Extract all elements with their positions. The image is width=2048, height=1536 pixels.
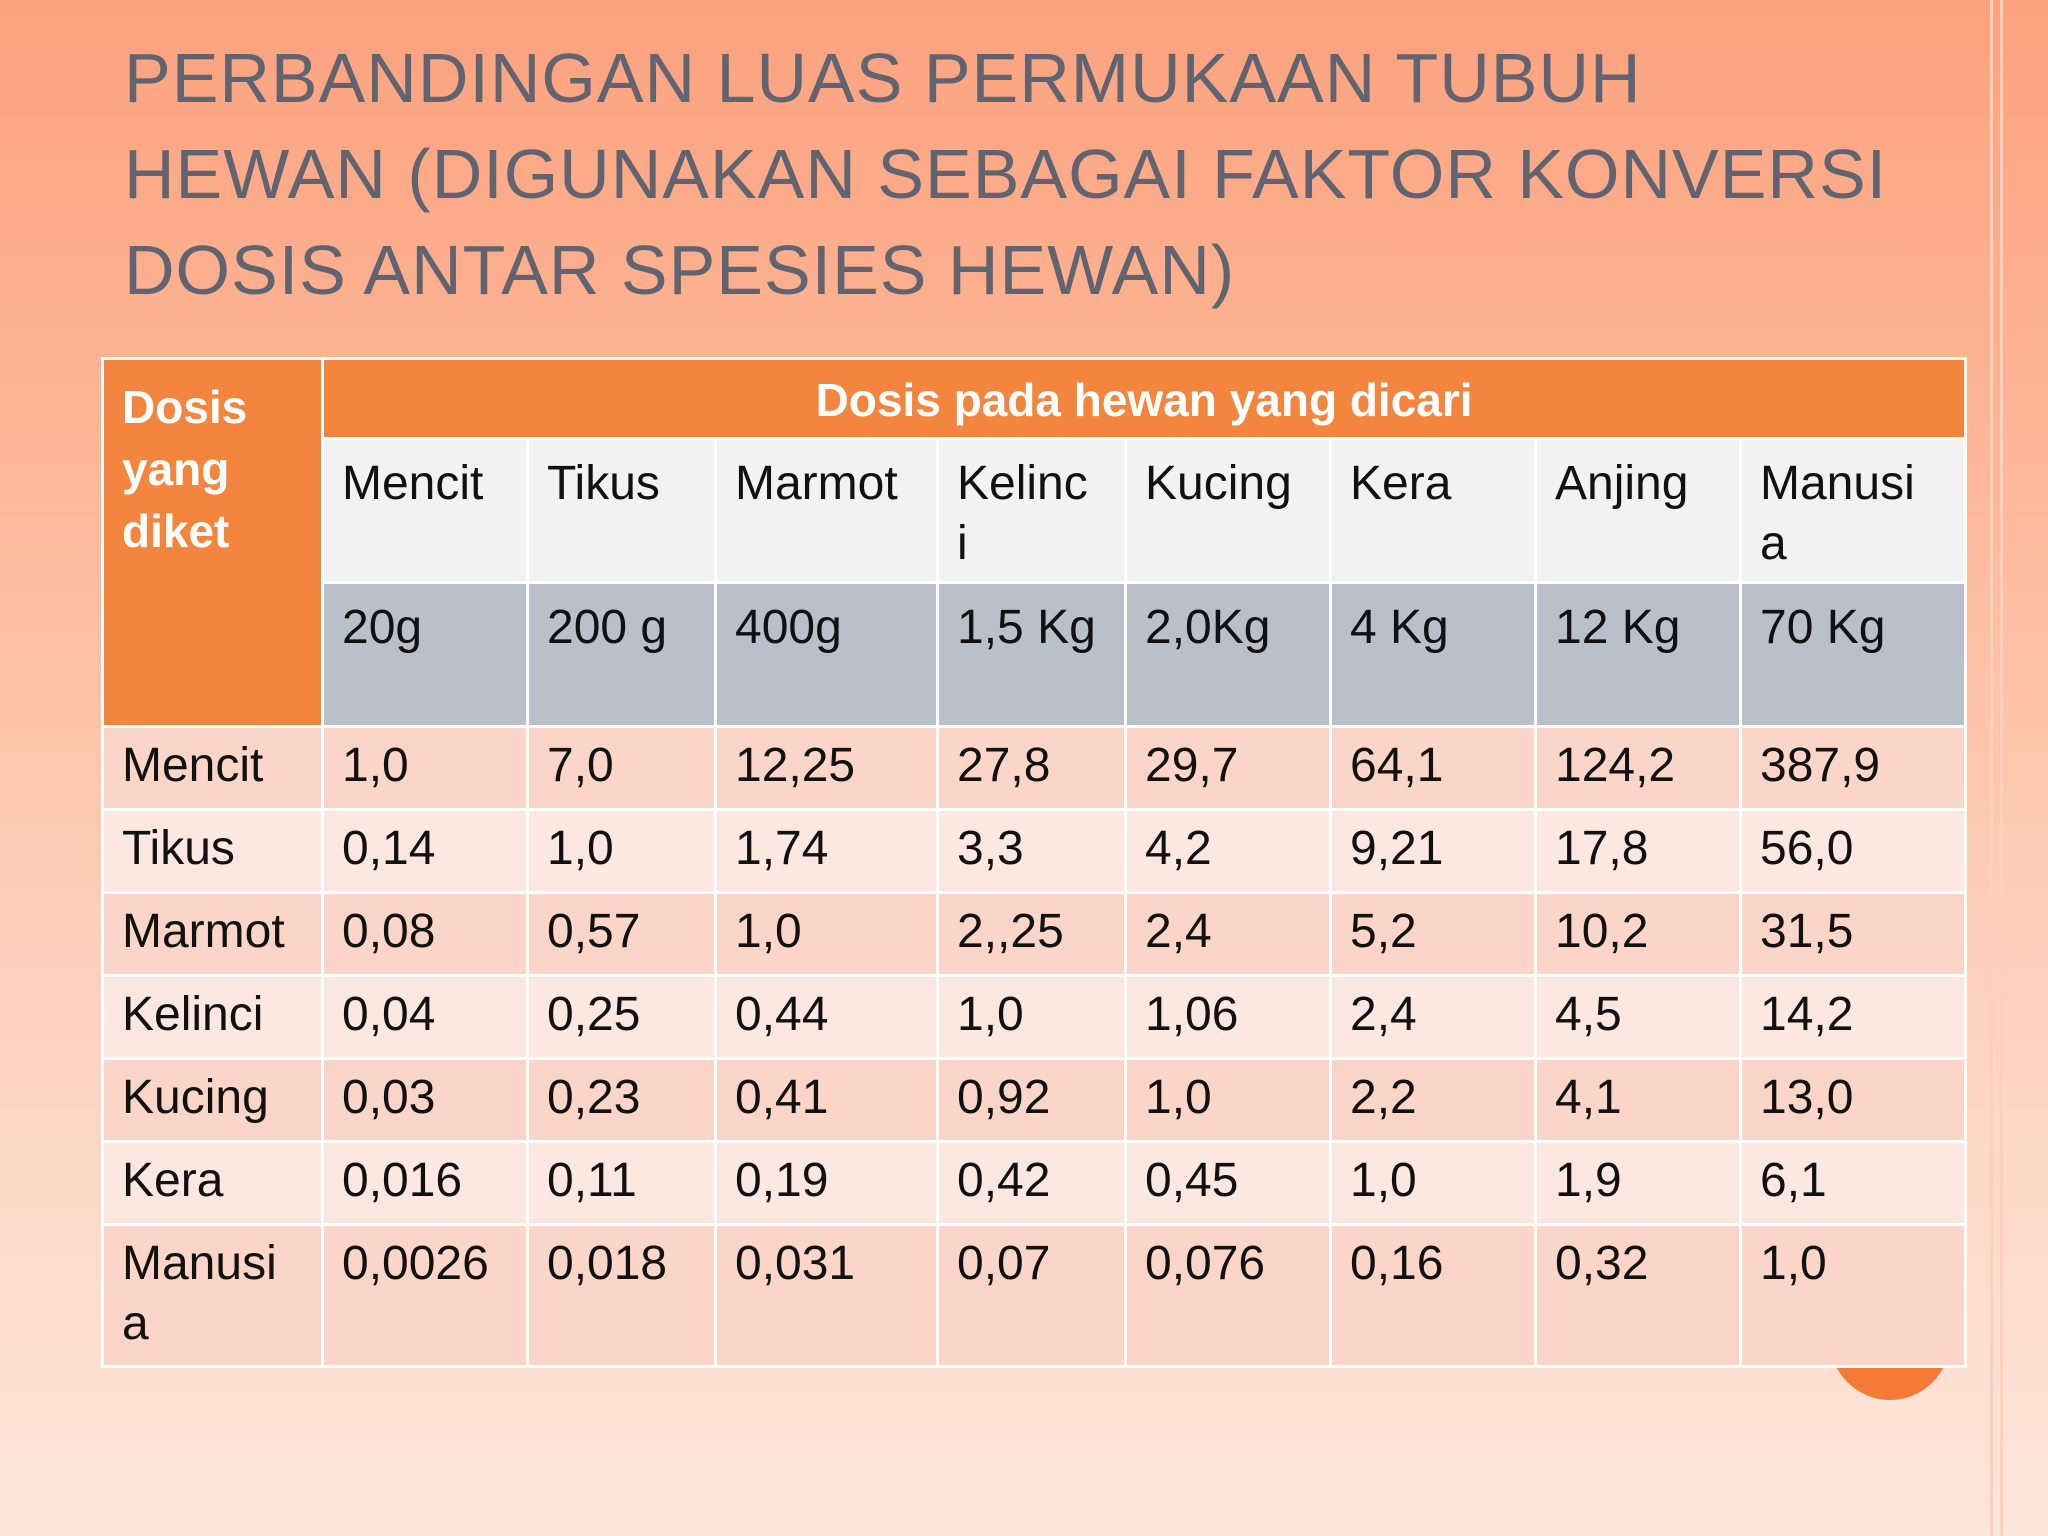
species-header-cell: Mencit [321,437,529,584]
table-row: Kera 0,016 0,11 0,19 0,42 0,45 1,0 1,9 6… [101,1140,1968,1226]
slide-title-line: Perbandingan luas permukaan tubuh [124,39,1642,117]
weight-header-cell: 200 g [526,581,717,728]
table-cell: 1,06 [1124,974,1332,1060]
table-cell: 0,076 [1124,1223,1332,1368]
table-row: Mencit 1,0 7,0 12,25 27,8 29,7 64,1 124,… [101,725,1968,811]
table-cell: 387,9 [1738,725,1968,811]
table-cell: 1,0 [321,725,529,811]
table-cell: 0,92 [936,1057,1127,1143]
species-header-cell: Marmot [714,437,939,584]
table-cell: 0,016 [321,1140,529,1226]
table-cell: 1,9 [1534,1140,1742,1226]
decorative-line-left [1990,0,1993,1536]
species-header-cell: Manusi a [1738,437,1968,584]
table-cell: 1,74 [714,808,939,894]
table-row: Manusi a 0,0026 0,018 0,031 0,07 0,076 0… [101,1223,1968,1368]
table-cell: 6,1 [1738,1140,1968,1226]
table-cell: 31,5 [1738,891,1968,977]
row-label-cell: Kera [101,1140,324,1226]
table-cell: 1,0 [936,974,1127,1060]
table-cell: 29,7 [1124,725,1332,811]
table-cell: 0,14 [321,808,529,894]
weight-header-cell: 2,0Kg [1124,581,1332,728]
table-cell: 0,16 [1329,1223,1537,1368]
corner-header-cell: Dosis yang diket [101,357,324,728]
species-header-cell: Kelinc i [936,437,1127,584]
weight-header-cell: 70 Kg [1738,581,1968,728]
row-label-cell: Kelinci [101,974,324,1060]
table-cell: 1,0 [1329,1140,1537,1226]
table-cell: 0,08 [321,891,529,977]
table-cell: 1,0 [1738,1223,1968,1368]
table-cell: 0,19 [714,1140,939,1226]
table-cell: 12,25 [714,725,939,811]
table-cell: 4,2 [1124,808,1332,894]
table-cell: 0,41 [714,1057,939,1143]
table-cell: 56,0 [1738,808,1968,894]
slide-title-line: dosis antar spesies hewan) [124,231,1236,309]
table-cell: 64,1 [1329,725,1537,811]
dose-conversion-table: Dosis yang diket Dosis pada hewan yang d… [101,357,1968,1368]
table-cell: 3,3 [936,808,1127,894]
species-header-cell: Kera [1329,437,1537,584]
table-cell: 0,45 [1124,1140,1332,1226]
table-cell: 2,4 [1329,974,1537,1060]
table-cell: 0,57 [526,891,717,977]
table-cell: 7,0 [526,725,717,811]
species-header-cell: Tikus [526,437,717,584]
table-cell: 1,0 [1124,1057,1332,1143]
weight-header-cell: 20g [321,581,529,728]
row-label-cell: Kucing [101,1057,324,1143]
table-row: Tikus 0,14 1,0 1,74 3,3 4,2 9,21 17,8 56… [101,808,1968,894]
table-cell: 1,0 [526,808,717,894]
table-cell: 27,8 [936,725,1127,811]
weight-header-cell: 12 Kg [1534,581,1742,728]
species-header-cell: Anjing [1534,437,1742,584]
table-cell: 0,07 [936,1223,1127,1368]
table-cell: 0,031 [714,1223,939,1368]
table-cell: 9,21 [1329,808,1537,894]
row-label-cell: Marmot [101,891,324,977]
table-cell: 0,32 [1534,1223,1742,1368]
table-cell: 17,8 [1534,808,1742,894]
table-cell: 13,0 [1738,1057,1968,1143]
table-cell: 14,2 [1738,974,1968,1060]
table-cell: 5,2 [1329,891,1537,977]
weight-header-cell: 1,5 Kg [936,581,1127,728]
table-cell: 0,23 [526,1057,717,1143]
table-cell: 0,11 [526,1140,717,1226]
table-cell: 0,018 [526,1223,717,1368]
table-row: Kelinci 0,04 0,25 0,44 1,0 1,06 2,4 4,5 … [101,974,1968,1060]
table-cell: 1,0 [714,891,939,977]
weight-header-cell: 400g [714,581,939,728]
table-cell: 0,42 [936,1140,1127,1226]
table-cell: 124,2 [1534,725,1742,811]
table-cell: 2,2 [1329,1057,1537,1143]
table-cell: 2,4 [1124,891,1332,977]
species-header-cell: Kucing [1124,437,1332,584]
table-cell: 2,,25 [936,891,1127,977]
table-cell: 0,44 [714,974,939,1060]
row-label-cell: Tikus [101,808,324,894]
group-header-cell: Dosis pada hewan yang dicari [320,357,1968,440]
row-label-cell: Mencit [101,725,324,811]
table-row: Kucing 0,03 0,23 0,41 0,92 1,0 2,2 4,1 1… [101,1057,1968,1143]
table-cell: 0,25 [526,974,717,1060]
species-header-row: Mencit Tikus Marmot Kelinc i Kucing Kera… [103,437,1968,584]
weight-header-row: 20g 200 g 400g 1,5 Kg 2,0Kg 4 Kg 12 Kg 7… [103,581,1968,728]
table-cell: 0,0026 [321,1223,529,1368]
table-cell: 4,1 [1534,1057,1742,1143]
group-header-row: Dosis yang diket Dosis pada hewan yang d… [101,357,1968,728]
table-cell: 4,5 [1534,974,1742,1060]
slide-title: Perbandingan luas permukaan tubuh hewan … [124,30,1888,318]
slide-title-line: hewan (digunakan sebagai faktor konversi [124,135,1888,213]
table-cell: 10,2 [1534,891,1742,977]
table-cell: 0,03 [321,1057,529,1143]
decorative-line-right [2000,0,2003,1536]
row-label-cell: Manusi a [101,1223,324,1368]
weight-header-cell: 4 Kg [1329,581,1537,728]
table-row: Marmot 0,08 0,57 1,0 2,,25 2,4 5,2 10,2 … [101,891,1968,977]
table-cell: 0,04 [321,974,529,1060]
